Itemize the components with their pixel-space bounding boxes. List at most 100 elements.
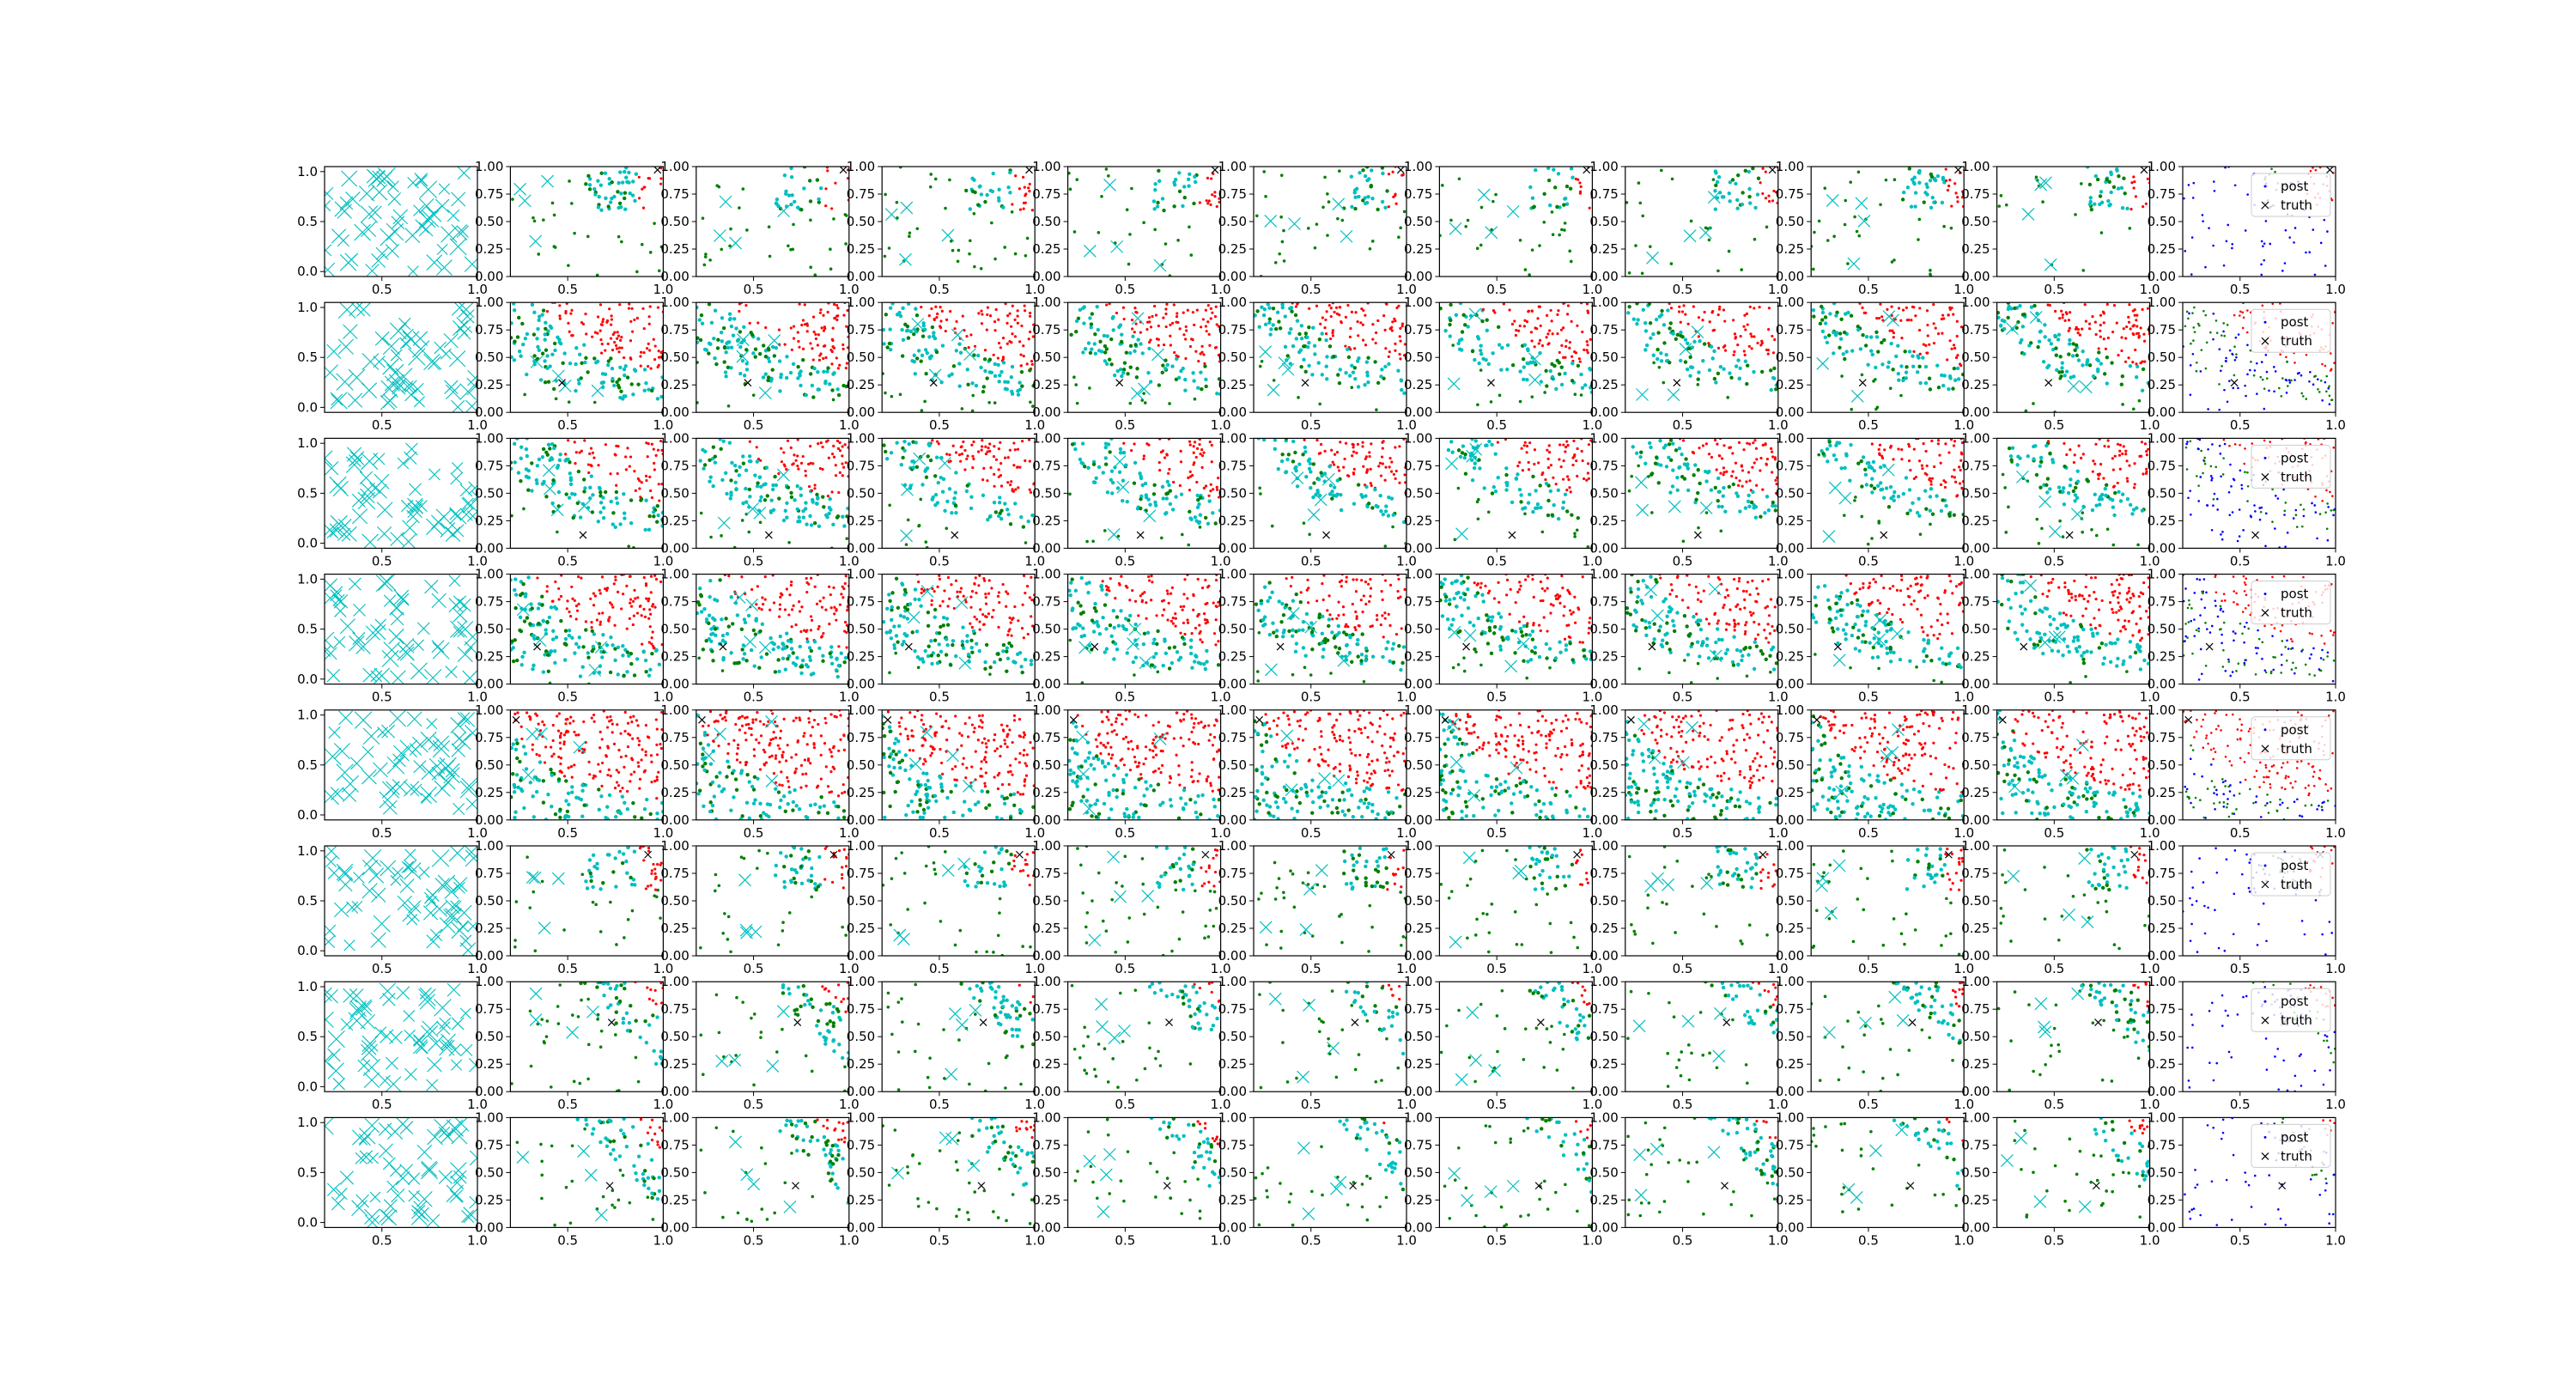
sample-point (809, 218, 812, 222)
y-tick-label: 0.75 (1404, 458, 1432, 473)
post-point (2184, 250, 2187, 252)
sample-point (1294, 465, 1298, 470)
sample-point (720, 477, 725, 483)
sample-point (1285, 354, 1290, 358)
sample-point (1960, 453, 1964, 456)
sample-point (1546, 457, 1550, 460)
sample-point (592, 356, 597, 361)
sample-point (1947, 184, 1951, 188)
sample-point (1838, 331, 1843, 336)
sample-point (1519, 500, 1523, 504)
sample-point (2060, 366, 2064, 370)
sample-point (812, 521, 817, 526)
sample-point (1960, 486, 1964, 489)
sample-point (924, 467, 928, 472)
sample-point (1089, 322, 1094, 326)
sample-point (1550, 513, 1554, 517)
sample-point (2002, 326, 2007, 331)
sample-point (1528, 185, 1533, 190)
sample-point (1837, 441, 1842, 445)
sample-point (934, 350, 939, 355)
sample-point (1685, 341, 1690, 345)
sample-point (907, 441, 911, 447)
sample-marker (329, 523, 344, 538)
sample-point (1952, 513, 1957, 517)
sample-point (1564, 202, 1570, 206)
sample-point (935, 501, 940, 505)
sample-point (804, 469, 807, 473)
sample-point (1735, 476, 1738, 480)
sample-point (1538, 305, 1541, 308)
sample-point (789, 495, 794, 500)
sample-point (1872, 486, 1877, 490)
sample-point (1282, 228, 1285, 233)
sample-point (586, 234, 590, 239)
sample-point (1448, 334, 1452, 338)
truth-marker (1396, 167, 1405, 174)
sample-point (993, 472, 996, 477)
sample-point (1832, 351, 1836, 356)
sample-point (1846, 310, 1850, 315)
sample-point (2093, 320, 2097, 324)
sample-point (1335, 312, 1339, 316)
sample-point (1159, 450, 1163, 454)
sample-point (583, 360, 587, 365)
sample-point (1769, 368, 1773, 373)
y-tick-label: 1.00 (847, 430, 875, 446)
sample-point (821, 495, 825, 499)
sample-point (1355, 451, 1358, 455)
sample-marker (407, 265, 419, 277)
sample-point (1470, 349, 1475, 354)
sample-marker (351, 508, 368, 525)
y-tick-label: 0.75 (660, 322, 689, 337)
post-point (2282, 488, 2285, 491)
post-point (2220, 334, 2223, 337)
post-point (2316, 378, 2319, 381)
sample-point (639, 364, 642, 368)
sample-point (726, 365, 731, 370)
y-tick-label: 1.00 (1218, 430, 1247, 446)
sample-point (2076, 331, 2080, 335)
sample-point (1558, 458, 1561, 461)
sample-point (1711, 310, 1715, 313)
sample-point (835, 318, 839, 322)
post-point (2324, 380, 2327, 384)
sample-point (957, 342, 962, 346)
x-tick-label: 1.0 (2140, 553, 2160, 568)
axes-frame (324, 301, 478, 413)
sample-point (792, 462, 795, 465)
sample-point (1319, 471, 1323, 475)
sample-point (829, 267, 833, 271)
sample-point (1556, 516, 1561, 521)
sample-point (1475, 500, 1479, 504)
y-tick-label: 1.00 (1404, 295, 1432, 310)
sample-point (1462, 456, 1467, 460)
sample-point (511, 302, 516, 306)
post-point (2255, 362, 2258, 365)
sample-point (1120, 332, 1124, 337)
sample-point (769, 509, 774, 514)
x-tick-label: 0.5 (372, 417, 392, 433)
sample-point (2088, 199, 2093, 204)
sample-point (808, 514, 812, 519)
sample-point (1091, 462, 1097, 466)
sample-point (1165, 362, 1170, 368)
sample-point (1193, 461, 1196, 465)
sample-point (1486, 362, 1492, 367)
subplot-r3-c5: 0.5 1.00.000.250.500.751.00 (1032, 430, 1230, 568)
sample-point (1811, 307, 1816, 313)
sample-point (1160, 484, 1165, 489)
sample-point (593, 192, 598, 197)
sample-marker (337, 338, 354, 355)
sample-point (1890, 305, 1893, 308)
sample-point (1589, 390, 1593, 394)
sample-point (1820, 310, 1826, 315)
sample-point (826, 310, 829, 314)
sample-marker (459, 383, 477, 400)
sample-marker (1667, 388, 1680, 402)
sample-point (1884, 486, 1889, 490)
sample-marker (466, 377, 477, 396)
sample-point (652, 337, 655, 341)
scatter-points (1996, 302, 2150, 413)
sample-point (1834, 313, 1838, 318)
